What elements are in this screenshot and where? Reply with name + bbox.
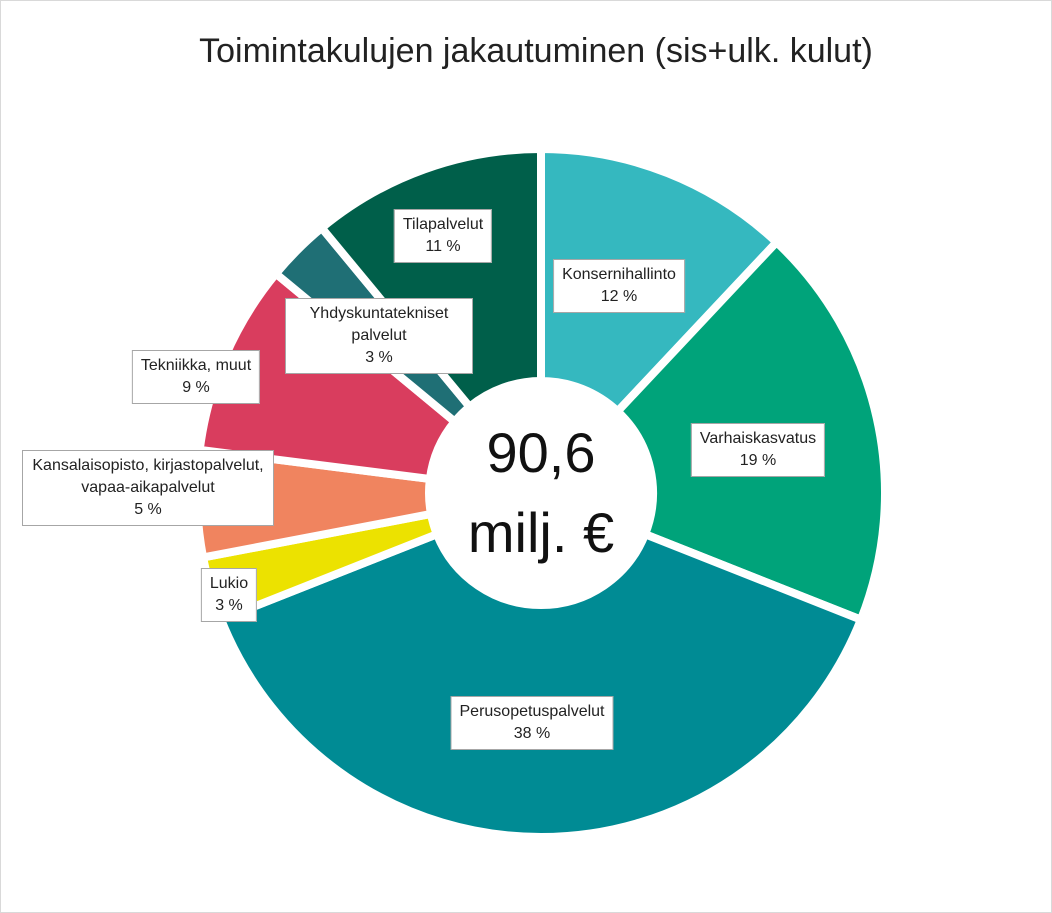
data-label: Konsernihallinto 12 % [553,259,685,313]
category-label: Kansalaisopisto, kirjastopalvelut, vapaa… [32,457,264,496]
donut-hole [433,385,649,601]
data-label: Lukio 3 % [200,568,258,622]
data-label: Tekniikka, muut 9 % [131,350,261,404]
category-label: Perusopetuspalvelut [459,703,605,720]
category-label: Tekniikka, muut [140,357,252,374]
category-label: Lukio [209,575,249,592]
value-label: 38 % [513,725,551,742]
value-label: 11 % [425,238,461,255]
category-label: Yhdyskuntatekniset palvelut [309,305,449,344]
data-label: Kansalaisopisto, kirjastopalvelut, vapaa… [22,450,274,526]
value-label: 5 % [134,501,162,518]
chart-title: Toimintakulujen jakautuminen (sis+ulk. k… [199,32,873,70]
center-label: 90,6 [487,421,596,484]
value-label: 9 % [182,379,210,396]
category-label: Tilapalvelut [402,216,484,233]
slice [215,529,867,841]
data-label: Tilapalvelut 11 % [393,209,493,263]
value-label: 3 % [365,349,393,366]
data-label: Perusopetuspalvelut 38 % [450,696,614,750]
value-label: 12 % [600,288,638,305]
category-label: Konsernihallinto [562,266,676,283]
category-label: Varhaiskasvatus [699,430,817,447]
data-label: Yhdyskuntatekniset palvelut 3 % [285,298,473,374]
data-label: Varhaiskasvatus 19 % [690,423,826,477]
value-label: 19 % [739,452,777,469]
value-label: 3 % [215,597,243,614]
center-label: milj. € [468,501,614,564]
